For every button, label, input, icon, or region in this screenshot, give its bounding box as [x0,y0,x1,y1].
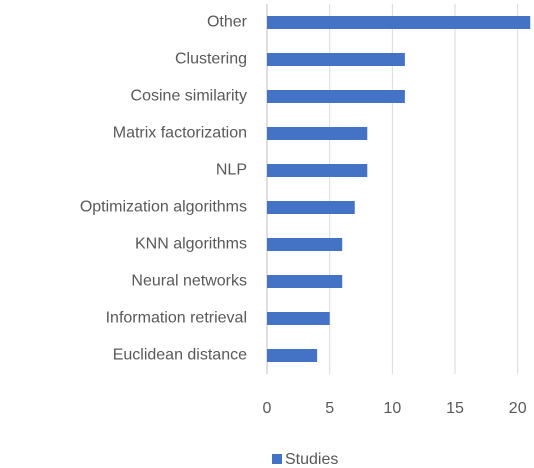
bar [267,349,318,362]
x-tick-label: 20 [509,400,527,417]
y-tick-label: Clustering [175,51,247,68]
legend-label: Studies [285,451,338,468]
y-tick-label: Optimization algorithms [80,199,247,216]
bar [267,53,405,66]
bar [267,90,405,103]
y-tick-label: Other [207,14,248,31]
bar [267,275,343,288]
x-tick-label: 5 [325,400,334,417]
y-tick-label: NLP [216,162,247,179]
y-tick-label: Information retrieval [106,310,247,327]
y-tick-label: Matrix factorization [113,125,247,142]
bar [267,312,330,325]
legend-swatch [272,454,282,464]
bar [267,238,343,251]
bar [267,201,355,214]
bar [267,164,368,177]
x-tick-label: 10 [383,400,401,417]
bar [267,127,368,140]
y-tick-label: Euclidean distance [113,347,247,364]
bar [267,16,531,29]
x-tick-label: 0 [263,400,272,417]
y-tick-label: Neural networks [131,273,247,290]
y-tick-label: KNN algorithms [135,236,247,253]
y-tick-label: Cosine similarity [131,88,247,105]
x-tick-label: 15 [446,400,464,417]
